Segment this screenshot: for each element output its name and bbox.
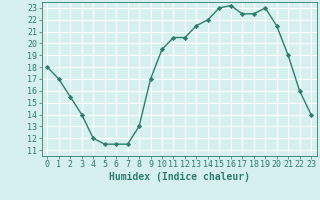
X-axis label: Humidex (Indice chaleur): Humidex (Indice chaleur) bbox=[109, 172, 250, 182]
